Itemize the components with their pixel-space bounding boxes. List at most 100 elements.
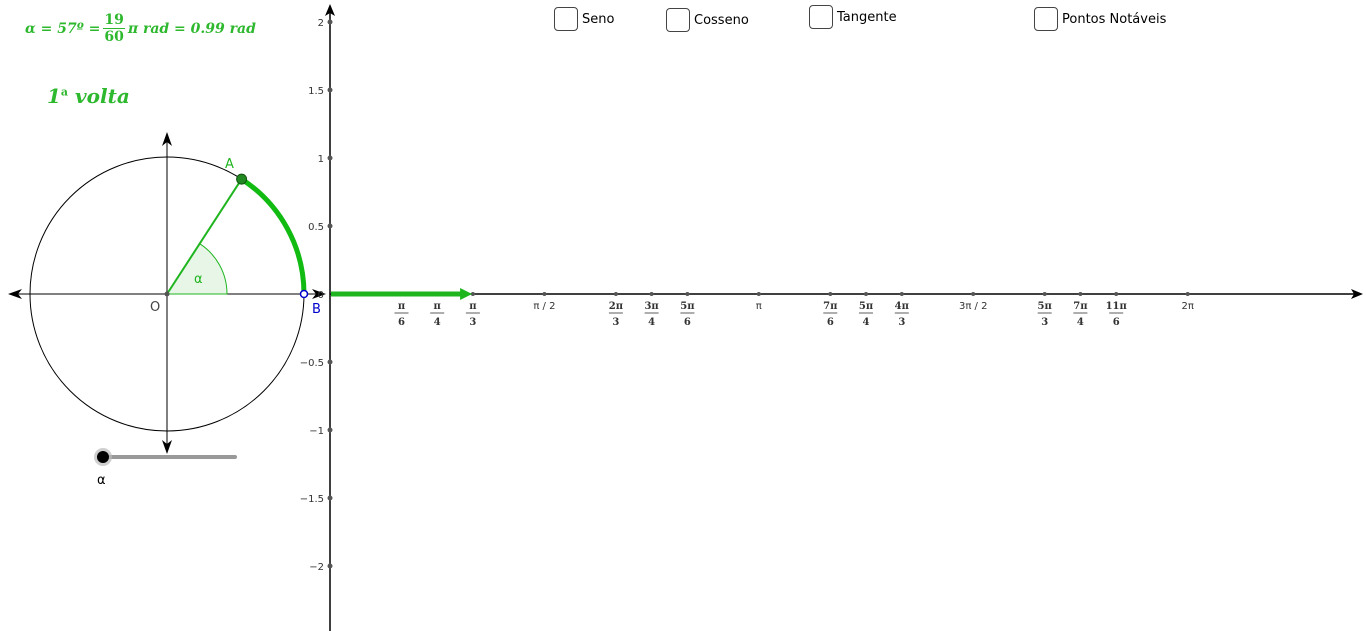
- x-tick-numerator: 7π: [1073, 301, 1087, 312]
- checkbox-tangente[interactable]: Tangente: [809, 5, 897, 29]
- checkbox-tangente-box[interactable]: [809, 5, 833, 29]
- x-tick-denominator: 4: [648, 317, 655, 328]
- point-a[interactable]: [236, 173, 248, 185]
- angle-formula: α = 57º = 19 60 π rad = 0.99 rad: [25, 12, 256, 45]
- checkbox-pontos-notaveis-box[interactable]: [1034, 7, 1058, 31]
- circle-y-axis-up-arrow: [162, 132, 172, 146]
- label-a: A: [225, 157, 234, 172]
- slider-handle[interactable]: [97, 451, 109, 463]
- circle-y-axis-down-arrow: [162, 440, 172, 454]
- turn-number: 1: [47, 84, 61, 108]
- formula-numerator: 19: [103, 12, 125, 29]
- y-tick-mark: [327, 427, 333, 433]
- formula-fraction: 19 60: [103, 12, 125, 45]
- label-b: B: [312, 302, 321, 317]
- y-tick-label: 0: [318, 290, 324, 301]
- x-tick-numerator: 2π: [609, 301, 623, 312]
- x-tick-numerator: 3π: [644, 301, 658, 312]
- y-tick-label: 2: [318, 18, 324, 29]
- circle-x-axis-right-arrow: [312, 289, 326, 299]
- x-tick-mark: [470, 292, 475, 296]
- checkbox-cosseno-box[interactable]: [666, 8, 690, 32]
- y-tick-label: −1.5: [300, 494, 324, 505]
- x-tick-mark: [899, 292, 904, 296]
- checkbox-cosseno-label[interactable]: Cosseno: [694, 12, 749, 28]
- x-tick-label: π: [756, 301, 762, 312]
- y-tick-label: −2: [309, 562, 324, 573]
- formula-lhs: α = 57º =: [25, 20, 101, 37]
- x-tick-numerator: 5π: [859, 301, 873, 312]
- circle-x-axis-left-arrow: [8, 289, 22, 299]
- checkbox-cosseno[interactable]: Cosseno: [666, 8, 749, 32]
- turn-label: 1a volta: [47, 84, 130, 108]
- x-tick-denominator: 3: [898, 317, 905, 328]
- x-tick-mark: [613, 292, 618, 296]
- x-tick-mark: [649, 292, 654, 296]
- x-tick-mark: [971, 292, 976, 296]
- x-tick-mark: [828, 292, 833, 296]
- x-tick-denominator: 4: [1077, 317, 1084, 328]
- graph-x-axis-arrow: [1351, 289, 1363, 299]
- x-tick-numerator: 5π: [1038, 301, 1052, 312]
- x-tick-numerator: π: [398, 301, 405, 312]
- alpha-slider[interactable]: α: [94, 448, 237, 488]
- x-tick-numerator: 11π: [1106, 301, 1127, 312]
- x-tick-denominator: 4: [434, 317, 441, 328]
- y-tick-label: 1: [318, 154, 324, 165]
- slider-label: α: [97, 473, 106, 488]
- y-tick-label: −1: [309, 426, 324, 437]
- turn-suffix: a: [60, 85, 69, 99]
- x-tick-denominator: 3: [1041, 317, 1048, 328]
- x-tick-mark: [1078, 292, 1083, 296]
- x-tick-label: 3π / 2: [959, 301, 987, 312]
- x-tick-denominator: 4: [863, 317, 870, 328]
- y-tick-group: 2 1.5 1 0.5 0 −0.5 −1 −1.5 −2: [300, 18, 333, 573]
- x-tick-numerator: π: [469, 301, 476, 312]
- x-tick-label: π / 2: [533, 301, 555, 312]
- x-tick-mark: [685, 292, 690, 296]
- x-tick-denominator: 6: [684, 317, 691, 328]
- x-tick-numerator: π: [434, 301, 441, 312]
- x-tick-denominator: 6: [1113, 317, 1120, 328]
- x-tick-mark: [864, 292, 868, 296]
- x-tick-numerator: 4π: [895, 301, 909, 312]
- label-o: O: [150, 300, 160, 315]
- x-tick-denominator: 3: [469, 317, 476, 328]
- y-tick-label: 0.5: [308, 222, 324, 233]
- point-b[interactable]: [299, 289, 309, 299]
- x-tick-mark: [1114, 292, 1119, 296]
- y-tick-mark: [327, 87, 333, 93]
- y-tick-mark: [327, 495, 333, 501]
- x-tick-denominator: 3: [612, 317, 619, 328]
- y-tick-mark: [327, 563, 333, 569]
- angle-sector: [166, 243, 228, 295]
- point-o: [164, 291, 170, 297]
- y-tick-label: 1.5: [308, 86, 324, 97]
- formula-denominator: 60: [104, 29, 124, 45]
- x-tick-mark: [1042, 292, 1047, 296]
- x-tick-label: 2π: [1182, 301, 1194, 312]
- checkbox-seno[interactable]: Seno: [554, 7, 614, 31]
- radius-oa: [166, 178, 243, 295]
- checkbox-pontos-notaveis[interactable]: Pontos Notáveis: [1034, 7, 1166, 31]
- y-tick-mark: [327, 19, 333, 25]
- checkbox-pontos-notaveis-label[interactable]: Pontos Notáveis: [1062, 11, 1167, 27]
- checkbox-seno-label[interactable]: Seno: [582, 11, 615, 27]
- unit-circle-figure: O α A B: [8, 132, 326, 454]
- x-tick-numerator: 5π: [680, 301, 694, 312]
- turn-word: volta: [75, 84, 130, 108]
- angle-arrow-head: [460, 288, 473, 300]
- x-tick-mark: [542, 292, 547, 296]
- formula-rest: π rad = 0.99 rad: [127, 20, 256, 37]
- x-tick-mark: [756, 292, 761, 296]
- graph-y-axis-arrow: [325, 4, 335, 16]
- x-tick-denominator: 6: [827, 317, 834, 328]
- y-tick-mark: [327, 223, 333, 229]
- checkbox-tangente-label[interactable]: Tangente: [837, 9, 897, 25]
- checkbox-seno-box[interactable]: [554, 7, 578, 31]
- y-tick-mark: [327, 359, 333, 365]
- y-tick-label: −0.5: [300, 358, 324, 369]
